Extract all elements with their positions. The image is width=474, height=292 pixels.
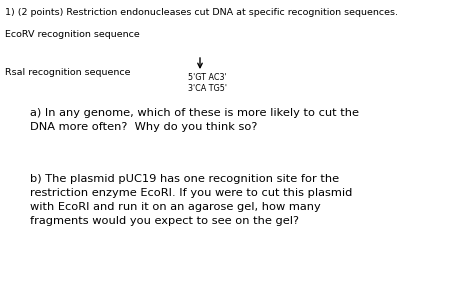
Text: 5'GT AC3': 5'GT AC3' bbox=[188, 73, 227, 82]
Text: RsaI recognition sequence: RsaI recognition sequence bbox=[5, 68, 130, 77]
Text: a) In any genome, which of these is more likely to cut the
DNA more often?  Why : a) In any genome, which of these is more… bbox=[30, 108, 359, 132]
Text: EcoRV recognition sequence: EcoRV recognition sequence bbox=[5, 30, 140, 39]
Text: b) The plasmid pUC19 has one recognition site for the
restriction enzyme EcoRI. : b) The plasmid pUC19 has one recognition… bbox=[30, 174, 352, 226]
Text: 3'CA TG5': 3'CA TG5' bbox=[188, 84, 227, 93]
Text: 1) (2 points) Restriction endonucleases cut DNA at specific recognition sequence: 1) (2 points) Restriction endonucleases … bbox=[5, 8, 398, 17]
